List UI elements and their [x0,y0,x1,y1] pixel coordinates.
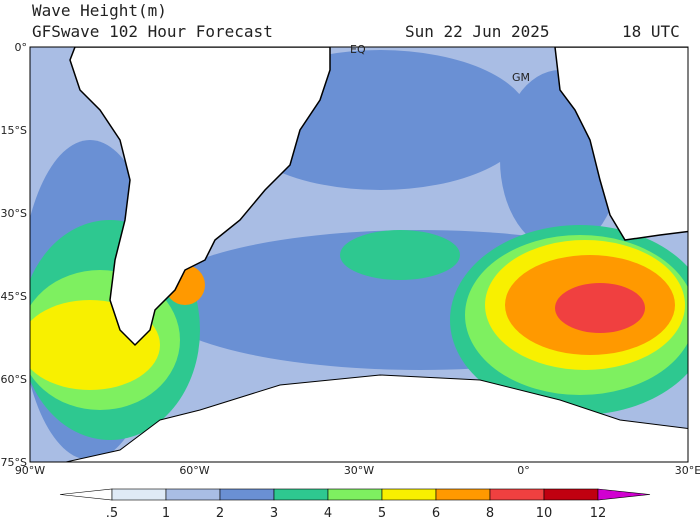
colorbar-label: 3 [270,506,278,521]
colorbar-segment [219,488,275,501]
lon-label: 30°W [344,464,374,477]
axes: 0° 15°S 30°S 45°S 60°S 75°S90°W 60°W 30°W 0° 30°E [1,41,700,477]
colorbar-label: .5 [106,506,118,521]
colorbar-label: 10 [536,506,553,521]
colorbar-arrow [597,488,651,501]
colorbar: .5 1 2 3 4 5 6 8 10 12 [59,488,651,521]
contour [340,230,460,280]
lat-label: 75°S [1,456,27,469]
time: 18 UTC [622,22,680,41]
contour [555,283,645,333]
map-frame [29,46,689,463]
lon-label: 30°E [675,464,700,477]
place-label: GM [512,71,530,84]
lon-label: 90°W [15,464,45,477]
lat-label: 15°S [1,124,27,137]
colorbar-label: 8 [486,506,494,521]
colorbar-segment [543,488,599,501]
date: Sun 22 Jun 2025 [405,22,550,41]
colorbar-arrow [59,488,113,501]
title: Wave Height(m) [32,1,167,20]
colorbar-label: 4 [324,506,332,521]
lon-label: 60°W [179,464,209,477]
colorbar-label: 5 [378,506,386,521]
colorbar-segment [273,488,329,501]
colorbar-label: 2 [216,506,224,521]
lat-label: 60°S [1,373,27,386]
map [30,47,688,462]
colorbar-label: 6 [432,506,440,521]
colorbar-segment [111,488,167,501]
colorbar-segment [489,488,545,501]
lat-label: 30°S [1,207,27,220]
antarctica [63,374,688,462]
colorbar-label: 1 [162,506,170,521]
wave-field [30,50,688,460]
lon-label: 0° [517,464,530,477]
colorbar-segment [381,488,437,501]
south-america [69,47,331,347]
africa [554,47,688,241]
colorbar-segment [327,488,383,501]
colorbar-segment [165,488,221,501]
colorbar-label: 12 [590,506,607,521]
subtitle: GFSwave 102 Hour Forecast [32,22,273,41]
place-label: EQ [350,43,366,56]
colorbar-segment [435,488,491,501]
lat-label: 45°S [1,290,27,303]
lat-label: 0° [15,41,28,54]
